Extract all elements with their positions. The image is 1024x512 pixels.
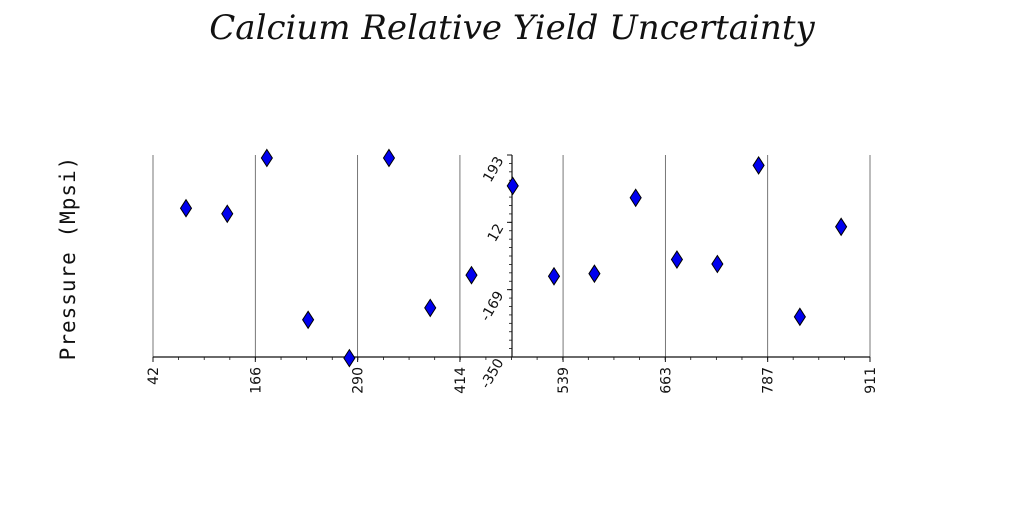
- x-tick-label: 539: [556, 367, 572, 394]
- data-point: [752, 155, 765, 175]
- x-tick-label: 663: [658, 367, 674, 394]
- data-point: [221, 204, 234, 224]
- y-tick-label: 193: [480, 154, 507, 185]
- y-tick-label: 12: [485, 221, 508, 244]
- data-point: [835, 217, 848, 237]
- grid-lines: [152, 155, 871, 357]
- data-point: [465, 265, 478, 285]
- x-tick-label: 414: [453, 367, 469, 394]
- chart-title: Calcium Relative Yield Uncertainty: [209, 8, 815, 48]
- data-point: [382, 148, 396, 168]
- y-tick-label: -350: [478, 356, 508, 392]
- data-point: [506, 176, 519, 196]
- data-point: [711, 254, 724, 274]
- data-point: [179, 198, 193, 218]
- data-points: [179, 148, 848, 368]
- data-point: [588, 264, 601, 284]
- data-point: [343, 348, 356, 368]
- data-point: [793, 307, 806, 327]
- data-point: [302, 310, 315, 330]
- x-tick-label: 911: [863, 367, 879, 394]
- data-point: [260, 148, 273, 168]
- data-point: [629, 188, 642, 208]
- y-tick-label: -169: [478, 289, 508, 325]
- data-point: [670, 250, 684, 269]
- x-tick-label: 290: [351, 367, 367, 394]
- data-point: [547, 266, 561, 286]
- x-tick-label: 42: [146, 367, 162, 385]
- data-point: [424, 298, 437, 318]
- x-tick-label: 166: [248, 367, 264, 394]
- x-tick-label: 787: [761, 367, 777, 394]
